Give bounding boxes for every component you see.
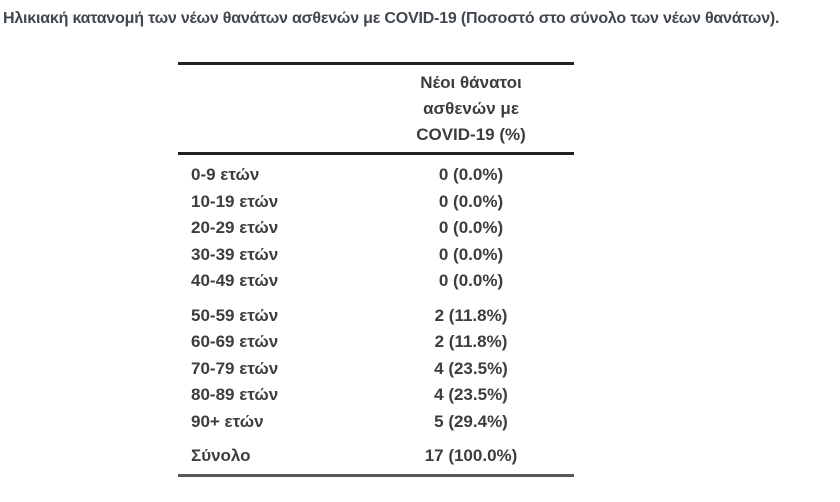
deaths-value: 0 (0.0%) xyxy=(438,271,504,291)
deaths-value: 5 (29.4%) xyxy=(434,411,508,431)
deaths-column-header: Νέοι θάνατοι ασθενών με COVID-19 (%) xyxy=(368,65,574,152)
age-group-label: 40-49 ετών xyxy=(191,271,279,291)
table-row: 50-59 ετών 2 (11.8%) xyxy=(178,303,574,330)
deaths-value: 0 (0.0%) xyxy=(438,165,504,185)
deaths-value: 0 (0.0%) xyxy=(438,244,504,264)
table-row: 60-69 ετών 2 (11.8%) xyxy=(178,329,574,356)
header-line-2: ασθενών με xyxy=(423,99,519,118)
table-row: 90+ ετών 5 (29.4%) xyxy=(178,409,574,436)
deaths-value: 0 (0.0%) xyxy=(438,218,504,238)
table-top-border xyxy=(178,62,574,65)
age-group-label: 0-9 ετών xyxy=(191,165,260,185)
age-group-label: 80-89 ετών xyxy=(191,385,279,405)
age-group-label: 30-39 ετών xyxy=(191,244,279,264)
deaths-value: 2 (11.8%) xyxy=(434,332,508,352)
table-row: 70-79 ετών 4 (23.5%) xyxy=(178,356,574,383)
header-line-3: COVID-19 (%) xyxy=(416,125,526,144)
total-row: Σύνολο 17 (100.0%) xyxy=(178,443,574,470)
age-group-label: 10-19 ετών xyxy=(191,191,279,211)
table-header-row: Νέοι θάνατοι ασθενών με COVID-19 (%) xyxy=(178,65,574,152)
deaths-value: 4 (23.5%) xyxy=(434,385,508,405)
header-spacer-cell xyxy=(178,65,368,152)
table-row: 0-9 ετών 0 (0.0%) xyxy=(178,162,574,189)
table-title: Ηλικιακή κατανομή των νέων θανάτων ασθεν… xyxy=(3,10,780,27)
age-group-label: 70-79 ετών xyxy=(191,358,279,378)
table-row: 80-89 ετών 4 (23.5%) xyxy=(178,382,574,409)
header-line-1: Νέοι θάνατοι xyxy=(420,73,522,92)
total-label: Σύνολο xyxy=(191,446,251,466)
age-group-label: 20-29 ετών xyxy=(191,218,279,238)
deaths-value: 4 (23.5%) xyxy=(434,358,508,378)
table-row: 10-19 ετών 0 (0.0%) xyxy=(178,189,574,216)
table-row: 40-49 ετών 0 (0.0%) xyxy=(178,268,574,295)
age-group-label: 60-69 ετών xyxy=(191,332,279,352)
age-distribution-table: Νέοι θάνατοι ασθενών με COVID-19 (%) 0-9… xyxy=(178,62,574,477)
row-group: 0-9 ετών 0 (0.0%) 10-19 ετών 0 (0.0%) 20-29 … xyxy=(178,162,574,295)
table-bottom-border xyxy=(178,473,574,477)
table-row: 20-29 ετών 0 (0.0%) xyxy=(178,215,574,242)
age-group-label: 90+ ετών xyxy=(191,411,264,431)
total-value: 17 (100.0%) xyxy=(424,446,518,466)
age-group-label: 50-59 ετών xyxy=(191,305,279,325)
deaths-value: 2 (11.8%) xyxy=(434,305,508,325)
row-group: 50-59 ετών 2 (11.8%) 60-69 ετών 2 (11.8%) 70… xyxy=(178,303,574,436)
deaths-value: 0 (0.0%) xyxy=(438,191,504,211)
header-bottom-border xyxy=(178,152,574,155)
table-row: 30-39 ετών 0 (0.0%) xyxy=(178,242,574,269)
